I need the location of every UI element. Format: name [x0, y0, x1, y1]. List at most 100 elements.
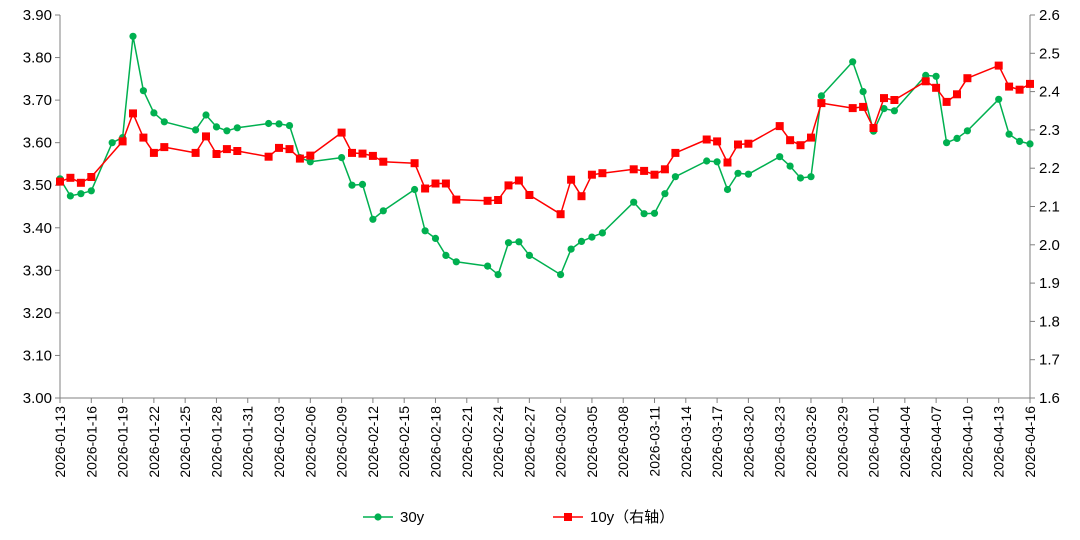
x-axis-tick-label: 2026-03-05: [584, 406, 600, 478]
x-axis-tick-label: 2026-02-24: [490, 406, 506, 478]
data-point-30y: [963, 127, 972, 135]
data-point-10y: [514, 176, 523, 185]
right-axis-tick-label: 2.3: [1039, 122, 1060, 139]
x-axis-tick-label: 2026-02-09: [334, 406, 350, 478]
series-10y: [56, 61, 1034, 219]
x-axis-tick-label: 2026-01-13: [52, 406, 68, 478]
x-axis: 2026-01-13 2026-01-16 2026-01-19 2026-01-22…: [52, 397, 1038, 478]
data-point-30y: [192, 126, 200, 134]
left-axis-tick-label: 3.60: [23, 135, 52, 152]
data-point-10y: [869, 124, 878, 132]
data-point-30y: [160, 118, 168, 126]
left-y-axis: 3.00 3.10 3.20 3.30 3.40 3.50 3.60 3.70 3.80 3.90: [23, 7, 61, 407]
data-point-30y: [786, 162, 794, 170]
data-point-30y: [630, 198, 638, 206]
data-point-30y: [922, 71, 930, 79]
left-axis-tick-label: 3.20: [23, 305, 52, 322]
data-point-10y: [202, 132, 210, 141]
data-point-10y: [953, 90, 961, 99]
legend: 30y 10y（右轴）: [363, 509, 674, 526]
data-point-10y: [702, 135, 711, 144]
x-axis-tick-label: 2026-04-13: [991, 406, 1007, 478]
data-point-30y: [494, 271, 502, 279]
data-point-10y: [379, 157, 388, 166]
data-point-30y: [306, 158, 314, 166]
data-point-10y: [295, 154, 304, 163]
x-axis-tick-label: 2026-02-21: [459, 406, 475, 478]
data-point-30y: [285, 122, 294, 130]
data-point-10y: [149, 148, 158, 157]
data-point-10y: [191, 148, 200, 157]
right-y-axis: 1.6 1.7 1.8 1.9 2.0 2.1 2.2 2.3 2.4 2.5 2.6: [1029, 7, 1060, 407]
x-axis-tick-label: 2026-03-26: [803, 406, 819, 478]
data-point-10y: [285, 145, 294, 154]
x-axis-tick-label: 2026-01-16: [83, 406, 99, 478]
x-axis-tick-label: 2026-03-02: [553, 406, 569, 478]
data-point-10y: [66, 173, 75, 182]
data-point-10y: [368, 151, 377, 160]
data-point-10y: [525, 191, 534, 199]
data-point-30y: [77, 190, 85, 198]
data-point-30y: [567, 245, 575, 253]
x-axis-tick-label: 2026-02-15: [396, 406, 412, 478]
data-point-30y: [953, 134, 961, 142]
data-point-10y: [587, 170, 596, 179]
data-point-30y: [202, 111, 210, 119]
data-point-10y: [212, 150, 221, 158]
data-point-10y: [1005, 82, 1014, 91]
data-point-10y: [275, 143, 283, 152]
data-point-10y: [118, 137, 127, 146]
x-axis-tick-label: 2026-01-25: [177, 406, 193, 478]
legend-marker-30y: [374, 513, 382, 521]
right-axis-tick-label: 1.7: [1039, 352, 1060, 369]
data-point-30y: [265, 119, 273, 128]
data-point-30y: [817, 92, 826, 100]
x-axis-tick-label: 2026-02-18: [427, 406, 443, 478]
legend-item-30y: 30y: [363, 509, 425, 526]
data-point-10y: [358, 149, 367, 158]
data-point-10y: [504, 181, 513, 190]
data-point-10y: [744, 139, 753, 148]
data-point-30y: [890, 107, 899, 115]
data-point-30y: [87, 187, 95, 195]
right-axis-tick-label: 1.8: [1039, 313, 1060, 330]
right-axis-tick-label: 2.5: [1039, 45, 1060, 62]
data-point-10y: [567, 175, 576, 184]
legend-marker-10y: [564, 513, 572, 521]
data-point-10y: [431, 179, 440, 188]
data-point-10y: [994, 61, 1003, 70]
data-point-30y: [525, 251, 534, 259]
data-point-30y: [212, 123, 221, 131]
data-point-10y: [786, 136, 795, 145]
data-point-10y: [1026, 79, 1034, 88]
data-point-30y: [598, 229, 607, 237]
data-point-30y: [275, 120, 283, 128]
data-point-30y: [108, 139, 116, 147]
data-point-30y: [557, 271, 565, 279]
x-axis-tick-label: 2026-04-07: [928, 406, 944, 478]
data-point-10y: [1015, 85, 1024, 94]
x-axis-tick-label: 2026-03-23: [772, 406, 788, 478]
data-point-30y: [358, 180, 367, 188]
data-point-10y: [713, 137, 722, 146]
data-point-30y: [661, 190, 669, 198]
data-point-30y: [640, 210, 648, 218]
data-point-30y: [588, 233, 596, 241]
data-point-30y: [671, 173, 680, 181]
x-axis-tick-label: 2026-01-22: [146, 406, 162, 478]
right-axis-tick-label: 2.1: [1039, 199, 1060, 216]
data-point-10y: [723, 158, 732, 167]
data-point-10y: [87, 173, 96, 181]
data-point-30y: [431, 234, 440, 242]
left-axis-tick-label: 3.80: [23, 50, 52, 67]
data-point-10y: [483, 196, 492, 205]
data-point-10y: [410, 159, 419, 168]
x-axis-tick-label: 2026-03-14: [678, 406, 694, 478]
data-point-30y: [442, 251, 450, 259]
x-axis-tick-label: 2026-04-01: [866, 406, 882, 478]
x-axis-tick-label: 2026-03-17: [709, 406, 725, 478]
data-point-30y: [379, 207, 387, 215]
left-axis-tick-label: 3.00: [23, 390, 52, 407]
legend-label-10y: 10y（右轴）: [590, 509, 674, 526]
data-point-10y: [421, 184, 430, 193]
